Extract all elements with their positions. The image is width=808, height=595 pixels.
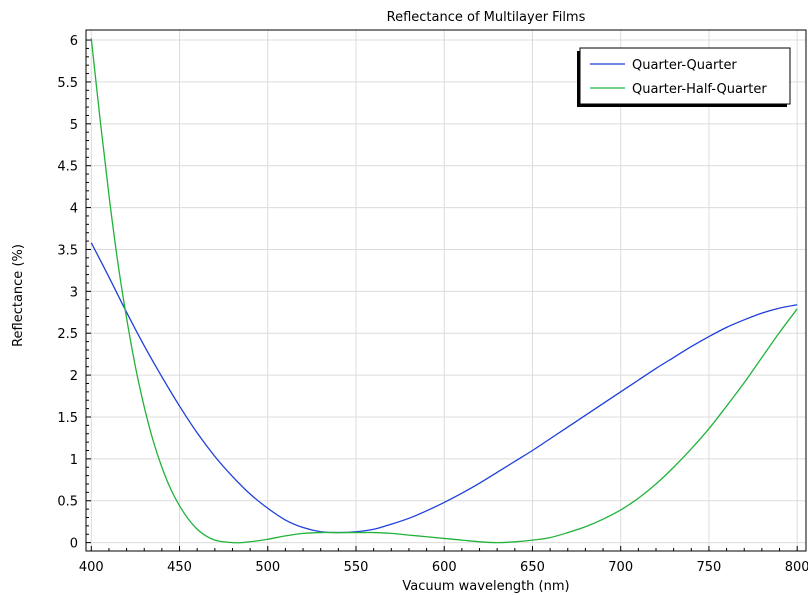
x-axis-label: Vacuum wavelength (nm) xyxy=(402,579,569,594)
axis-ticks: 400 450 500 550 600 650 700 750 800 0 0.5 1 1.5 2 2.5 3… xyxy=(57,34,808,575)
y-tick-label: 3.5 xyxy=(57,243,78,258)
series-line-quarter-half-quarter xyxy=(90,38,798,544)
y-tick-label: 6 xyxy=(70,34,78,49)
y-tick-label: 4 xyxy=(70,202,78,217)
legend: Quarter-Quarter Quarter-Half-Quarter xyxy=(577,47,791,107)
y-tick-label: 0.5 xyxy=(57,495,78,510)
x-tick-label: 500 xyxy=(255,560,280,575)
y-tick-label: 2 xyxy=(70,369,78,384)
y-tick-label: 5.5 xyxy=(57,76,78,91)
chart-title: Reflectance of Multilayer Films xyxy=(387,10,586,25)
legend-label: Quarter-Half-Quarter xyxy=(632,82,767,97)
y-tick-label: 2.5 xyxy=(57,327,78,342)
x-tick-label: 700 xyxy=(608,560,633,575)
y-tick-label: 3 xyxy=(70,285,78,300)
series-line-quarter-quarter xyxy=(90,242,798,534)
legend-label: Quarter-Quarter xyxy=(632,58,737,73)
y-tick-label: 5 xyxy=(70,118,78,133)
series-lines xyxy=(90,38,798,544)
y-tick-label: 4.5 xyxy=(57,160,78,175)
x-tick-label: 600 xyxy=(432,560,457,575)
y-tick-label: 1 xyxy=(70,453,78,468)
plot-frame xyxy=(85,29,807,552)
y-axis-label: Reflectance (%) xyxy=(11,244,26,347)
x-tick-label: 450 xyxy=(167,560,192,575)
x-tick-label: 400 xyxy=(79,560,104,575)
grid xyxy=(86,30,806,551)
x-tick-label: 650 xyxy=(520,560,545,575)
y-tick-label: 1.5 xyxy=(57,411,78,426)
x-tick-label: 550 xyxy=(344,560,369,575)
legend-box xyxy=(579,47,791,105)
x-tick-label: 750 xyxy=(697,560,722,575)
y-tick-label: 0 xyxy=(70,537,78,552)
x-tick-label: 800 xyxy=(785,560,808,575)
